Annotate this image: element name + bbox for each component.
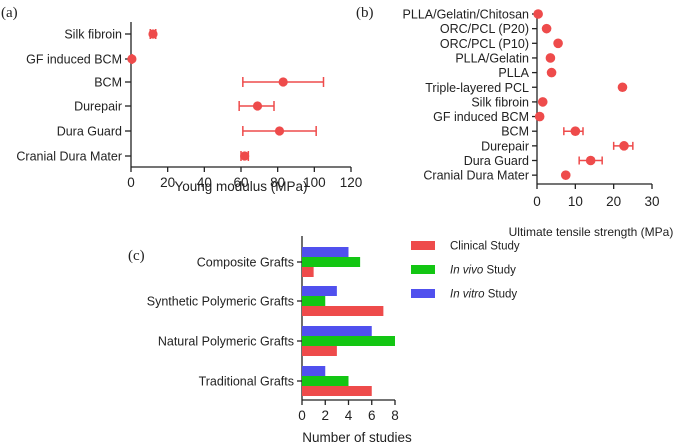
c-x-tick-label: 8	[391, 408, 399, 423]
c-legend-label-italic: In vivo	[450, 265, 484, 277]
b-category-label: Silk fibroin	[471, 95, 529, 109]
a-x-tick-label: 0	[127, 175, 135, 190]
a-x-tick-label: 100	[303, 175, 326, 190]
c-category-label: Natural Polymeric Grafts	[158, 335, 294, 349]
c-legend-swatch	[411, 241, 435, 250]
panel-c-label: (c)	[128, 248, 145, 264]
c-bar-in-vivo	[302, 257, 361, 267]
c-legend-label-italic: In vitro	[450, 289, 485, 301]
c-category-label: Composite Grafts	[197, 256, 294, 270]
a-category-label: GF induced BCM	[26, 53, 122, 67]
b-category-label: PLLA/Gelatin/Chitosan	[403, 8, 530, 22]
b-category-label: BCM	[501, 125, 529, 139]
b-x-axis-label: Ultimate tensile strength (MPa)	[509, 225, 674, 239]
c-legend-label: Clinical Study	[450, 241, 520, 253]
b-data-point	[534, 111, 545, 122]
a-category-label: BCM	[94, 76, 122, 90]
a-x-tick-label: 80	[270, 175, 285, 190]
c-legend-label: In vivo Study	[450, 265, 516, 277]
b-x-tick-label: 10	[568, 194, 583, 209]
c-bar-clinical	[302, 267, 314, 277]
chart-a: Silk fibroin GF induced BCM BCM Durepair Dur…	[16, 22, 362, 194]
panel-b-label: (b)	[356, 5, 374, 21]
c-legend-swatch	[411, 265, 435, 274]
c-bar-clinical	[302, 346, 337, 356]
a-category-label: Durepair	[74, 100, 122, 114]
a-data-point	[148, 29, 158, 39]
b-x-tick-label: 0	[533, 194, 541, 209]
c-x-tick-label: 0	[298, 408, 306, 423]
b-category-label: GF induced BCM	[433, 110, 529, 124]
c-legend-label-text: Study	[483, 265, 516, 277]
chart-c: Composite Grafts Synthetic Polymeric Graf…	[147, 236, 520, 445]
a-data-point	[274, 126, 285, 136]
panel-a-label: (a)	[1, 5, 18, 21]
b-category-label: Durepair	[481, 139, 529, 153]
b-data-point	[570, 126, 581, 136]
c-x-tick-label: 6	[368, 408, 376, 423]
b-category-label: PLLA	[498, 66, 529, 80]
c-bar-in-vivo	[302, 376, 349, 386]
b-data-point	[537, 97, 548, 107]
c-category-label: Synthetic Polymeric Grafts	[147, 295, 294, 309]
a-x-axis-label: Young modulus (MPa)	[174, 179, 307, 194]
b-x-tick-label: 30	[644, 194, 659, 209]
b-data-point	[619, 141, 629, 151]
b-data-point	[541, 23, 552, 34]
c-bar-in-vitro	[302, 366, 326, 376]
a-x-tick-label: 60	[233, 175, 248, 190]
a-data-point	[240, 151, 250, 161]
c-bar-clinical	[302, 306, 384, 316]
b-data-point	[546, 67, 557, 78]
a-category-label: Dura Guard	[57, 125, 122, 139]
c-category-label: Traditional Grafts	[199, 375, 294, 389]
c-bar-in-vitro	[302, 247, 349, 257]
b-data-point	[533, 9, 543, 19]
a-x-tick-label: 20	[160, 175, 175, 190]
a-data-point	[252, 101, 263, 111]
b-category-label: ORC/PCL (P10)	[440, 37, 529, 51]
a-x-tick-label: 120	[340, 175, 363, 190]
b-category-label: Cranial Dura Mater	[423, 169, 529, 183]
c-bar-clinical	[302, 386, 372, 396]
b-data-point	[585, 155, 596, 166]
c-legend-label-text: Study	[485, 289, 518, 301]
b-category-label: PLLA/Gelatin	[455, 51, 529, 65]
c-legend-label-text: Clinical Study	[450, 241, 520, 253]
b-data-point	[617, 82, 628, 93]
c-bar-in-vivo	[302, 296, 326, 306]
c-legend-swatch	[411, 289, 435, 298]
b-category-label: Dura Guard	[464, 154, 529, 168]
c-x-axis-label: Number of studies	[302, 430, 412, 445]
c-x-tick-label: 2	[321, 408, 329, 423]
a-data-point	[278, 77, 288, 87]
b-data-point	[560, 170, 571, 180]
c-bar-in-vitro	[302, 286, 337, 296]
a-category-label: Cranial Dura Mater	[16, 150, 122, 164]
b-data-point	[553, 38, 563, 49]
c-bar-in-vivo	[302, 336, 395, 346]
b-x-tick-label: 20	[606, 194, 621, 209]
a-category-label: Silk fibroin	[64, 28, 122, 42]
a-x-tick-label: 40	[197, 175, 212, 190]
c-x-tick-label: 4	[345, 408, 353, 423]
b-data-point	[545, 53, 556, 63]
a-data-point	[127, 54, 137, 64]
c-legend-label: In vitro Study	[450, 289, 517, 301]
b-category-label: Triple-layered PCL	[425, 81, 529, 95]
b-category-label: ORC/PCL (P20)	[440, 22, 529, 36]
c-bar-in-vitro	[302, 326, 372, 336]
